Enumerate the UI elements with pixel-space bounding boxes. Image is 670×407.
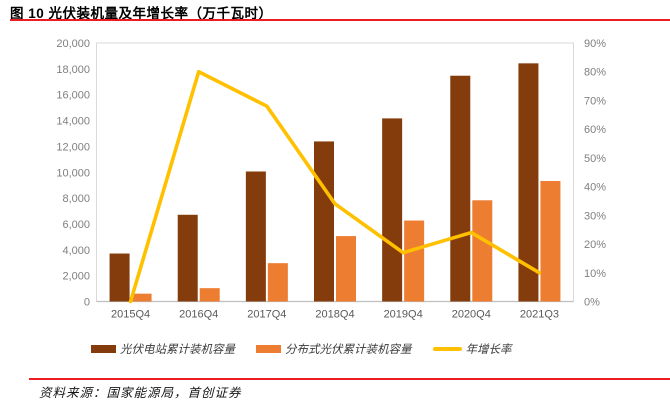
bar-station-2018Q4 [314,141,334,302]
legend-label-growth: 年增长率 [465,342,512,356]
right-axis-tick-label: 40% [584,182,606,194]
left-axis-tick-label: 0 [84,297,90,309]
left-axis-tick-label: 10,000 [56,167,90,179]
source-note: 资料来源：国家能源局，首创证券 [39,385,242,400]
legend-item-station: 光伏电站累计装机容量 [91,341,235,357]
legend-label-distributed: 分布式光伏累计装机容量 [285,342,412,356]
x-axis-category-label: 2020Q4 [452,309,491,321]
x-axis-category-label: 2015Q4 [111,309,150,321]
footer-rule-red [29,377,670,380]
bar-station-2016Q4 [177,214,198,302]
title-rule-red [10,19,670,22]
bar-distributed-2020Q4 [472,200,493,302]
x-axis-category-label: 2017Q4 [247,309,286,321]
left-axis-tick-label: 18,000 [56,64,90,76]
bar-distributed-2018Q4 [336,236,356,302]
x-axis-category-label: 2019Q4 [384,309,423,321]
bar-station-2015Q4 [109,253,130,302]
bar-station-2021Q3 [518,63,539,302]
x-axis-category-label: 2021Q3 [520,309,559,321]
right-axis-tick-label: 30% [584,210,606,222]
x-axis-category-label: 2016Q4 [179,309,218,321]
growth-rate-line [128,69,542,304]
right-axis-tick-label: 60% [584,124,606,136]
legend-item-distributed: 分布式光伏累计装机容量 [256,341,412,357]
bar-distributed-2017Q4 [267,263,288,302]
bar-station-2017Q4 [245,171,266,302]
bar-distributed-2019Q4 [404,220,425,302]
right-axis-tick-label: 50% [584,153,606,165]
right-axis-tick-label: 10% [584,268,606,280]
legend-label-station: 光伏电站累计装机容量 [120,342,235,356]
right-axis-tick-label: 90% [584,38,606,50]
chart-legend: 光伏电站累计装机容量 分布式光伏累计装机容量 年增长率 [91,340,512,358]
left-axis-tick-label: 14,000 [56,116,90,128]
left-axis-tick-label: 12,000 [56,141,90,153]
right-axis-tick-label: 70% [584,95,606,107]
bar-station-2020Q4 [450,75,471,302]
right-axis-tick-label: 0% [584,297,600,309]
left-axis-tick-label: 16,000 [56,90,90,102]
bar-distributed-2016Q4 [199,288,220,302]
right-axis-tick-label: 80% [584,67,606,79]
legend-swatch-distributed-bar [256,345,281,353]
bar-distributed-2015Q4 [131,293,152,302]
left-axis-tick-label: 2,000 [62,271,90,283]
bar-distributed-2021Q3 [540,181,561,302]
legend-swatch-growth-line [432,347,462,351]
bar-station-2019Q4 [382,118,403,302]
legend-item-growth: 年增长率 [432,341,512,357]
left-axis-tick-label: 4,000 [62,245,90,257]
right-axis-tick-label: 20% [584,239,606,251]
x-axis-category-label: 2018Q4 [315,309,354,321]
figure-title: 图 10 光伏装机量及年增长率（万千瓦时） [10,6,273,21]
left-axis-tick-label: 6,000 [62,219,90,231]
left-axis-tick-label: 20,000 [56,38,90,50]
left-axis-tick-label: 8,000 [62,193,90,205]
legend-swatch-station-bar [91,345,116,353]
